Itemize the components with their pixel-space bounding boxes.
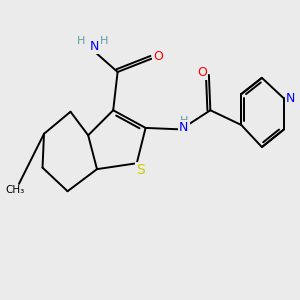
- Text: N: N: [179, 122, 188, 134]
- Text: H: H: [180, 116, 188, 126]
- Text: N: N: [89, 40, 99, 53]
- Text: O: O: [153, 50, 163, 63]
- Text: N: N: [286, 92, 295, 105]
- Text: O: O: [197, 66, 207, 79]
- Text: H: H: [77, 36, 86, 46]
- Text: H: H: [100, 36, 108, 46]
- Text: CH₃: CH₃: [5, 185, 24, 195]
- Text: S: S: [136, 163, 145, 177]
